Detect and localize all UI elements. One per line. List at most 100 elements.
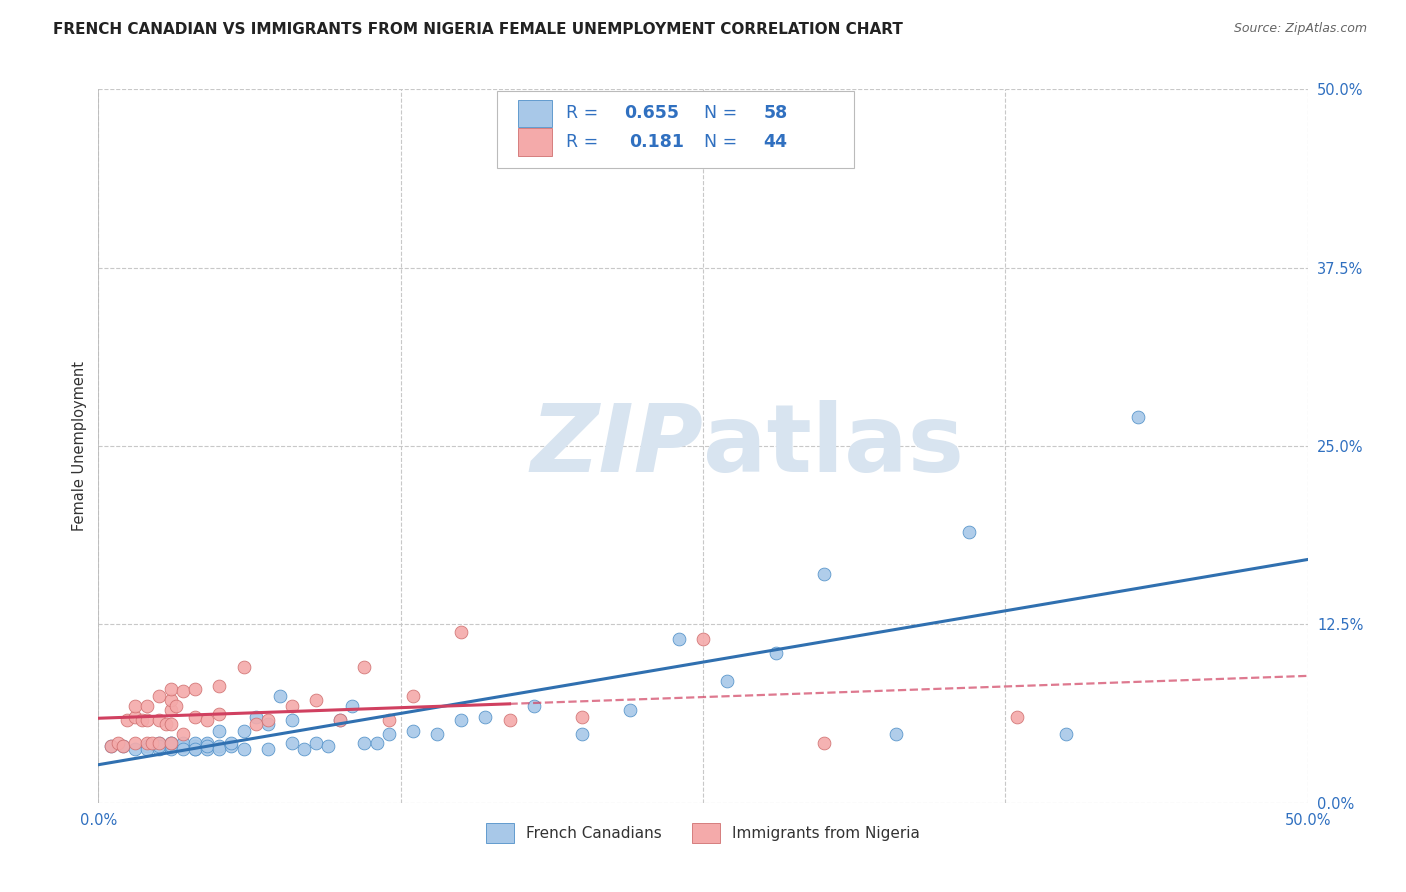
Point (160, 739, 183, 753)
Bar (517, 128, 553, 155)
Point (148, 689, 170, 703)
Point (316, 739, 339, 753)
Point (141, 736, 163, 750)
Text: N =: N = (693, 104, 744, 122)
Text: R =: R = (567, 133, 610, 151)
Point (148, 736, 170, 750)
Point (160, 703, 183, 717)
Point (765, 646, 787, 660)
Point (232, 724, 254, 739)
Text: Source: ZipAtlas.com: Source: ZipAtlas.com (1233, 22, 1367, 36)
Point (172, 739, 194, 753)
Point (716, 674, 738, 689)
Point (208, 741, 231, 756)
Point (184, 681, 207, 696)
Point (195, 713, 218, 727)
Point (135, 713, 157, 727)
Point (281, 736, 304, 750)
Point (148, 713, 170, 727)
Point (426, 727, 449, 741)
Point (184, 710, 207, 724)
Point (619, 703, 641, 717)
Point (281, 698, 304, 713)
Point (148, 736, 170, 750)
Point (498, 713, 520, 727)
Bar (517, 100, 553, 127)
Point (232, 660, 254, 674)
Point (184, 741, 207, 756)
Point (305, 736, 328, 750)
Point (172, 727, 194, 741)
Point (1054, 727, 1077, 741)
Y-axis label: Female Unemployment: Female Unemployment (72, 361, 87, 531)
Point (160, 741, 183, 756)
Point (184, 739, 207, 753)
Point (813, 736, 835, 750)
Point (111, 739, 134, 753)
Point (148, 741, 170, 756)
Text: 58: 58 (763, 104, 787, 122)
Text: 44: 44 (763, 133, 787, 151)
Point (329, 713, 352, 727)
Point (124, 710, 146, 724)
Text: R =: R = (567, 104, 605, 122)
Point (450, 624, 472, 639)
Point (353, 736, 375, 750)
Point (100, 739, 122, 753)
Point (184, 741, 207, 756)
Point (256, 713, 278, 727)
Point (269, 689, 291, 703)
Point (131, 713, 153, 727)
Point (160, 736, 183, 750)
Point (668, 632, 690, 646)
Point (208, 679, 231, 693)
Point (523, 698, 546, 713)
Point (281, 713, 304, 727)
Point (813, 567, 835, 582)
Point (353, 660, 375, 674)
Point (135, 736, 157, 750)
Point (124, 736, 146, 750)
Point (256, 717, 278, 731)
Point (886, 727, 908, 741)
Point (208, 739, 231, 753)
Point (377, 713, 399, 727)
Point (208, 707, 231, 722)
Point (692, 632, 714, 646)
Point (245, 717, 267, 731)
Text: atlas: atlas (703, 400, 965, 492)
Point (474, 710, 496, 724)
Text: ZIP: ZIP (530, 400, 703, 492)
Point (155, 717, 177, 731)
Point (124, 741, 146, 756)
Point (571, 710, 593, 724)
Point (195, 741, 218, 756)
Point (160, 681, 183, 696)
Point (172, 736, 194, 750)
Text: 0.655: 0.655 (624, 104, 679, 122)
Point (342, 698, 364, 713)
Text: N =: N = (693, 133, 744, 151)
Point (165, 698, 187, 713)
Text: 0.181: 0.181 (630, 133, 685, 151)
Point (305, 693, 328, 707)
Point (100, 739, 122, 753)
Point (184, 736, 207, 750)
Point (135, 741, 157, 756)
Text: FRENCH CANADIAN VS IMMIGRANTS FROM NIGERIA FEMALE UNEMPLOYMENT CORRELATION CHART: FRENCH CANADIAN VS IMMIGRANTS FROM NIGER… (53, 22, 903, 37)
Point (957, 524, 980, 539)
Point (208, 724, 231, 739)
Point (172, 684, 194, 698)
Point (245, 710, 267, 724)
Point (402, 689, 425, 703)
Point (124, 698, 146, 713)
Point (135, 698, 157, 713)
Point (160, 736, 183, 750)
Point (135, 739, 157, 753)
Point (402, 724, 425, 739)
Point (232, 741, 254, 756)
Point (1007, 710, 1029, 724)
Point (1128, 410, 1150, 425)
Point (221, 739, 243, 753)
Point (292, 741, 315, 756)
